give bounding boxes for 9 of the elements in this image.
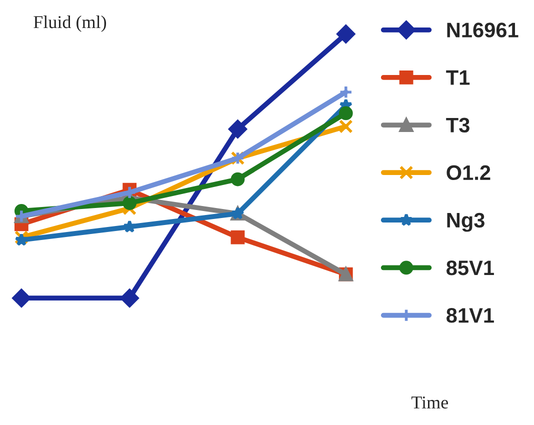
- legend-label: 85V1: [446, 260, 494, 276]
- text: Time: [411, 396, 448, 409]
- legend-label: N16961: [447, 22, 518, 38]
- legend-label: 81V1: [446, 308, 494, 323]
- legend-label: T1: [446, 70, 470, 85]
- legend-label: O1.2: [446, 165, 490, 180]
- legend-label: Ng3: [447, 212, 484, 232]
- legend-label: T3: [446, 118, 470, 133]
- y-axis-title: Fluid (ml): [34, 16, 106, 32]
